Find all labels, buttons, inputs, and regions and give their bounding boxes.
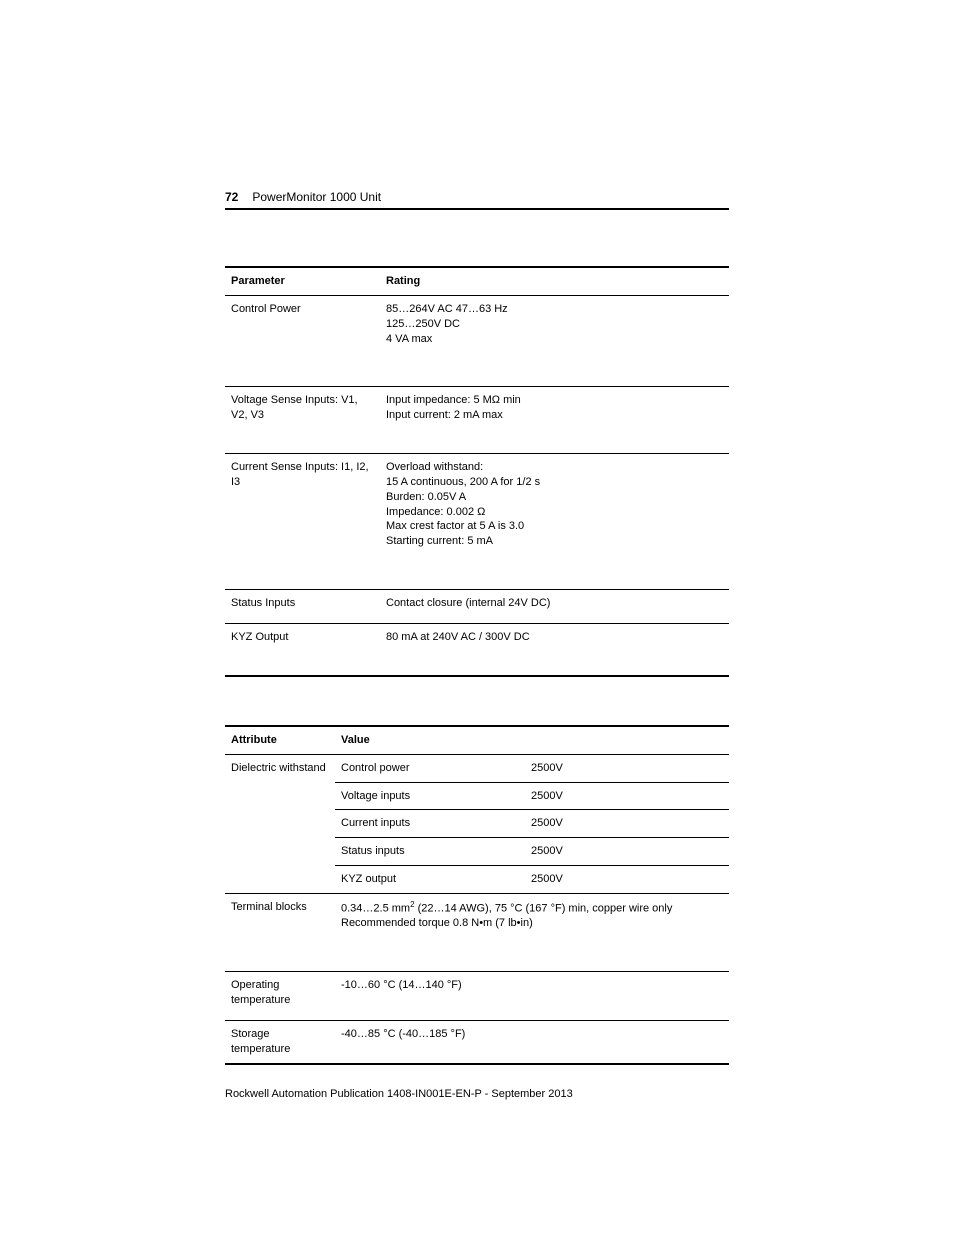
cell-parameter: Current Sense Inputs: I1, I2, I3 (225, 454, 380, 590)
parameter-rating-table: Parameter Rating Control Power85…264V AC… (225, 266, 729, 677)
cell-rating: 80 mA at 240V AC / 300V DC (380, 623, 729, 675)
cell-parameter: Status Inputs (225, 590, 380, 624)
cell-rating: Input impedance: 5 MΩ minInput current: … (380, 387, 729, 454)
table-row: Terminal blocks0.34…2.5 mm2 (22…14 AWG),… (225, 893, 729, 971)
cell-parameter: Control Power (225, 295, 380, 387)
cell-parameter: Voltage Sense Inputs: V1, V2, V3 (225, 387, 380, 454)
page: 72 PowerMonitor 1000 Unit Parameter Rati… (0, 0, 954, 1235)
cell-value: 2500V (525, 838, 729, 866)
cell-sublabel: Voltage inputs (335, 782, 525, 810)
table-row: Dielectric withstandControl power2500V (225, 754, 729, 782)
cell-value: -10…60 °C (14…140 °F) (335, 972, 729, 1021)
table-header-row: Attribute Value (225, 726, 729, 754)
cell-value: 0.34…2.5 mm2 (22…14 AWG), 75 °C (167 °F)… (335, 893, 729, 971)
cell-value: 2500V (525, 754, 729, 782)
table-row: KYZ Output80 mA at 240V AC / 300V DC (225, 623, 729, 675)
cell-attribute: Dielectric withstand (225, 754, 335, 893)
cell-value: 2500V (525, 810, 729, 838)
page-number: 72 (225, 190, 238, 204)
attribute-value-table: Attribute Value Dielectric withstandCont… (225, 725, 729, 1065)
running-head: 72 PowerMonitor 1000 Unit (225, 190, 729, 210)
col-parameter: Parameter (225, 267, 380, 295)
table-row: Status InputsContact closure (internal 2… (225, 590, 729, 624)
cell-value: -40…85 °C (-40…185 °F) (335, 1020, 729, 1063)
table-row: Voltage Sense Inputs: V1, V2, V3Input im… (225, 387, 729, 454)
cell-sublabel: Status inputs (335, 838, 525, 866)
cell-attribute: Operating temperature (225, 972, 335, 1021)
cell-rating: 85…264V AC 47…63 Hz125…250V DC4 VA max (380, 295, 729, 387)
page-title: PowerMonitor 1000 Unit (252, 190, 381, 204)
col-attribute: Attribute (225, 726, 335, 754)
cell-sublabel: Current inputs (335, 810, 525, 838)
cell-rating: Contact closure (internal 24V DC) (380, 590, 729, 624)
publication-line: Rockwell Automation Publication 1408-IN0… (225, 1088, 573, 1100)
cell-value: 2500V (525, 782, 729, 810)
table-header-row: Parameter Rating (225, 267, 729, 295)
cell-rating: Overload withstand:15 A continuous, 200 … (380, 454, 729, 590)
cell-sublabel: KYZ output (335, 866, 525, 894)
cell-attribute: Storage temperature (225, 1020, 335, 1063)
col-value: Value (335, 726, 729, 754)
cell-sublabel: Control power (335, 754, 525, 782)
table-row: Operating temperature-10…60 °C (14…140 °… (225, 972, 729, 1021)
table-row: Storage temperature-40…85 °C (-40…185 °F… (225, 1020, 729, 1063)
cell-attribute: Terminal blocks (225, 893, 335, 971)
cell-parameter: KYZ Output (225, 623, 380, 675)
cell-value: 2500V (525, 866, 729, 894)
col-rating: Rating (380, 267, 729, 295)
table-row: Control Power85…264V AC 47…63 Hz125…250V… (225, 295, 729, 387)
table-row: Current Sense Inputs: I1, I2, I3Overload… (225, 454, 729, 590)
